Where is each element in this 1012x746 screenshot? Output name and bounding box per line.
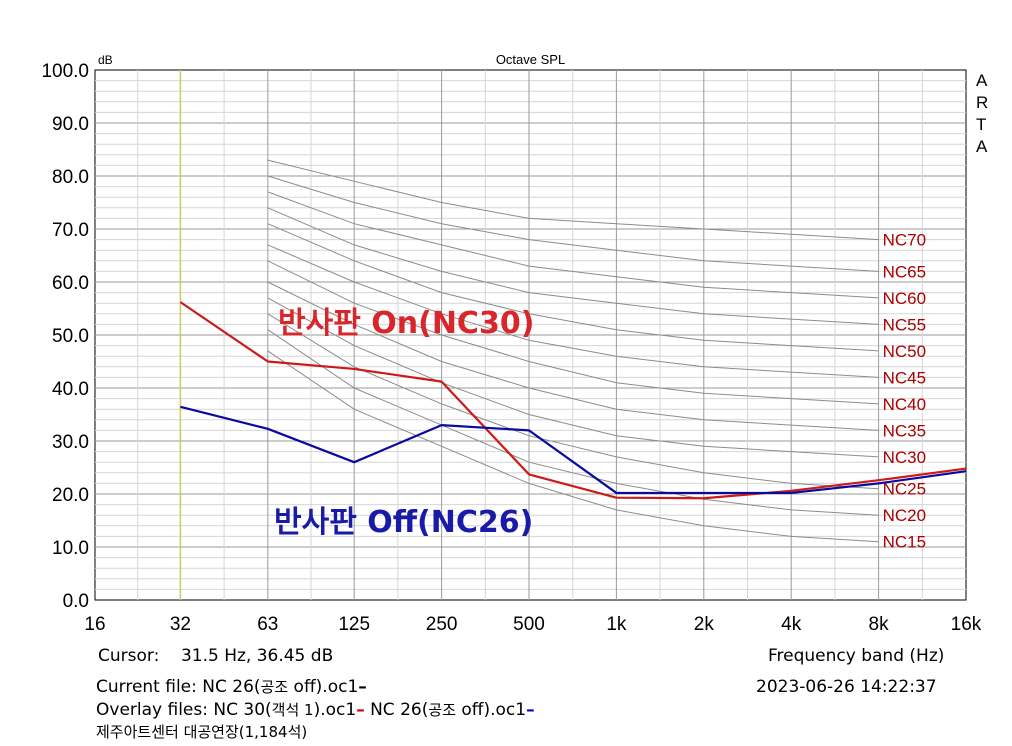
nc-label-nc30: NC30	[883, 448, 926, 467]
cursor-readout: Cursor: 31.5 Hz, 36.45 dB	[98, 646, 333, 666]
y-tick-label: 100.0	[41, 61, 89, 82]
overlay2-name: NC 26(	[370, 700, 429, 720]
y-tick-label: 30.0	[52, 432, 89, 453]
nc-curve-nc55	[267, 207, 879, 325]
x-tick-label: 500	[513, 614, 545, 635]
nc-curve-nc45	[267, 244, 879, 378]
x-tick-label: 1k	[606, 614, 627, 635]
overlay1-name: NC 30(	[213, 700, 272, 720]
nc-curve-nc60	[267, 191, 879, 299]
nc-curve-nc65	[267, 175, 879, 272]
x-tick-label: 2k	[694, 614, 715, 635]
y-tick-label: 0.0	[63, 591, 89, 612]
nc-label-nc50: NC50	[883, 342, 926, 361]
nc-label-nc70: NC70	[883, 231, 926, 250]
series-line-off	[180, 405, 967, 495]
x-tick-label: 16k	[951, 614, 982, 635]
current-file-kr: 공조	[260, 678, 289, 696]
nc-label-nc25: NC25	[883, 480, 926, 499]
nc-curve-nc50	[267, 223, 879, 352]
overlay1-legend-mark: –	[356, 700, 365, 720]
y-tick-label: 60.0	[52, 273, 89, 294]
venue-label: 제주아트센터 대공연장(1,184석)	[96, 723, 308, 741]
current-file-legend-mark: –	[358, 677, 367, 697]
nc-curve-nc15	[267, 350, 879, 543]
x-tick-label: 16	[84, 614, 105, 635]
x-tick-label: 63	[257, 614, 278, 635]
cursor-value: 31.5 Hz, 36.45 dB	[180, 646, 334, 666]
series-line-on	[179, 301, 967, 500]
chart-title: Octave SPL	[496, 52, 565, 67]
overlay2-ext: off).oc1	[455, 700, 527, 720]
x-axis-title: Frequency band (Hz)	[768, 646, 945, 666]
nc-label-nc55: NC55	[883, 315, 926, 334]
nc-curve-nc30	[267, 297, 879, 458]
y-tick-label: 40.0	[52, 379, 89, 400]
current-file-name: NC 26(	[202, 677, 261, 697]
overlay1-kr: 객석 1	[271, 701, 314, 719]
nc-label-nc20: NC20	[883, 506, 926, 525]
nc-label-nc15: NC15	[883, 533, 926, 552]
overlay-files: Overlay files: NC 30(객석 1).oc1– NC 26(공조…	[96, 700, 535, 720]
arta-letter: T	[976, 115, 986, 134]
nc-label-nc35: NC35	[883, 421, 926, 440]
y-tick-label: 90.0	[52, 114, 89, 135]
arta-letter: A	[976, 137, 988, 156]
nc-label-nc60: NC60	[883, 289, 926, 308]
nc-curve-nc25	[267, 313, 879, 490]
arta-letter: A	[976, 71, 988, 90]
x-tick-label: 4k	[781, 614, 802, 635]
overlay1-ext: ).oc1	[313, 700, 357, 720]
nc-label-nc65: NC65	[883, 262, 926, 281]
timestamp: 2023-06-26 14:22:37	[756, 677, 937, 697]
y-tick-label: 80.0	[52, 167, 89, 188]
y-tick-label: 10.0	[52, 538, 89, 559]
y-tick-label: 50.0	[52, 326, 89, 347]
y-tick-label: 20.0	[52, 485, 89, 506]
x-tick-label: 8k	[869, 614, 890, 635]
overlay2-legend-mark: –	[526, 700, 535, 720]
overlay-label: Overlay files:	[96, 700, 208, 720]
nc-curve-nc35	[267, 281, 879, 431]
x-tick-label: 250	[426, 614, 458, 635]
nc-label-nc45: NC45	[883, 368, 926, 387]
x-tick-label: 32	[170, 614, 191, 635]
octave-spl-chart: NC15 NC20 NC25 NC30 NC35 NC40 NC45 NC50 NC55 NC60…	[41, 52, 988, 635]
nc-curve-nc40	[267, 260, 879, 405]
nc-curve-nc70	[267, 159, 879, 241]
nc-label-nc40: NC40	[883, 395, 926, 414]
arta-letter: R	[976, 93, 988, 112]
current-file: Current file: NC 26(공조 off).oc1–	[96, 677, 367, 697]
nc-curve-nc20	[267, 329, 879, 516]
cursor-label: Cursor:	[98, 646, 160, 666]
current-file-label: Current file:	[96, 677, 197, 697]
current-file-rest: off).oc1	[288, 677, 359, 697]
overlay2-kr: 공조	[428, 701, 456, 719]
annotation-on: 반사판 On(NC30)	[278, 306, 534, 341]
y-tick-label: 70.0	[52, 220, 89, 241]
x-tick-label: 125	[338, 614, 370, 635]
y-unit-label: dB	[98, 53, 113, 67]
annotation-off: 반사판 Off(NC26)	[274, 505, 533, 540]
